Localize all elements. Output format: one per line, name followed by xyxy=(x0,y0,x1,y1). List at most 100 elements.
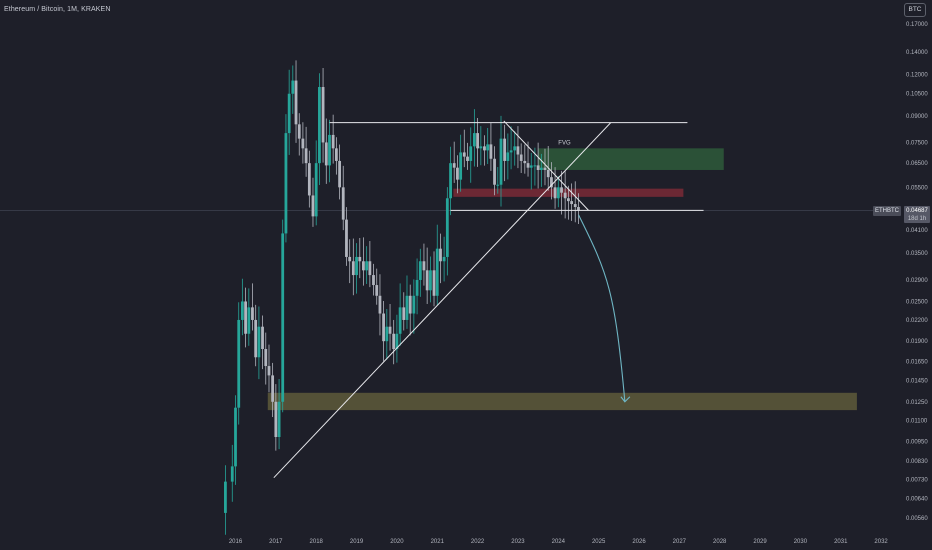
candle-body xyxy=(348,256,352,262)
y-axis-tick-label: 0.01250 xyxy=(906,400,928,406)
candle-body xyxy=(513,146,517,151)
y-axis-tick-label: 0.17000 xyxy=(906,22,928,28)
candle-body xyxy=(452,163,456,168)
candle-body xyxy=(533,165,537,167)
x-axis-tick-label: 2030 xyxy=(794,539,808,545)
candle-body xyxy=(543,167,547,170)
x-axis-tick-label: 2020 xyxy=(390,539,404,545)
projection-arrow xyxy=(577,214,626,402)
candle-body xyxy=(415,279,419,296)
candle-body xyxy=(493,158,496,185)
x-axis-tick-label: 2032 xyxy=(874,539,888,545)
x-axis-tick-label: 2016 xyxy=(229,539,243,545)
candle-body xyxy=(324,142,328,166)
candle-body xyxy=(351,261,355,276)
candle-body xyxy=(307,163,311,196)
y-axis-tick-label: 0.00950 xyxy=(906,440,928,446)
x-axis-tick-label: 2017 xyxy=(269,539,283,545)
candle-body xyxy=(489,144,493,159)
candle-body xyxy=(240,301,244,320)
candle-body xyxy=(311,195,315,217)
y-axis-tick-label: 0.06500 xyxy=(906,161,928,167)
last-price-tag: 0.04687 18d 1h xyxy=(904,206,930,223)
x-axis-tick-label: 2018 xyxy=(310,539,324,545)
x-axis-tick-label: 2023 xyxy=(511,539,525,545)
candle-body xyxy=(365,261,369,271)
x-axis-tick-label: 2028 xyxy=(713,539,727,545)
candle-body xyxy=(439,248,442,262)
candle-body xyxy=(466,156,469,161)
y-axis-tick-label: 0.12000 xyxy=(906,72,928,78)
candle-body xyxy=(392,333,396,350)
y-axis-tick-label: 0.02200 xyxy=(906,318,928,324)
candle-body xyxy=(496,184,500,186)
candle-body xyxy=(355,256,358,276)
candle-body xyxy=(503,138,507,161)
candle-body xyxy=(264,349,268,367)
candle-body xyxy=(234,407,237,467)
candle-body xyxy=(257,326,261,358)
rising-trendline xyxy=(273,122,612,479)
candle-body xyxy=(287,93,291,134)
y-axis-tick-label: 0.02900 xyxy=(906,278,928,284)
candle-body xyxy=(506,152,510,161)
y-axis-tick-label: 0.00640 xyxy=(906,497,928,503)
x-axis-tick-label: 2031 xyxy=(834,539,848,545)
candle-body xyxy=(456,167,459,180)
candle-body xyxy=(395,333,399,350)
candle-body xyxy=(318,87,321,164)
candle-body xyxy=(563,192,567,199)
y-axis-tick-label: 0.00730 xyxy=(906,478,928,484)
candle-body xyxy=(523,160,527,164)
candle-body xyxy=(529,165,533,168)
symbol-label: ETHBTC xyxy=(873,206,901,216)
candle-body xyxy=(247,307,251,334)
candle-body xyxy=(526,163,530,168)
candle-body xyxy=(486,144,490,151)
candle-body xyxy=(418,261,422,280)
chart-title: Ethereum / Bitcoin, 1M, KRAKEN xyxy=(4,6,111,13)
candle-body xyxy=(536,165,540,170)
candle-body xyxy=(277,401,281,438)
candle-body xyxy=(378,295,382,314)
candle-body xyxy=(382,313,385,342)
y-axis-tick-label: 0.00560 xyxy=(906,516,928,522)
fvg-label: FVG xyxy=(558,140,571,146)
y-axis-tick-label: 0.14000 xyxy=(906,50,928,56)
candle-body xyxy=(472,133,476,147)
candle-body xyxy=(331,134,335,149)
candle-body xyxy=(509,150,513,153)
candle-body xyxy=(398,307,402,334)
y-axis-tick-label: 0.00830 xyxy=(906,459,928,465)
candle-body xyxy=(284,133,288,234)
x-axis-tick-label: 2021 xyxy=(431,539,445,545)
candle-body xyxy=(499,138,503,185)
candle-body xyxy=(388,326,392,334)
candle-body xyxy=(334,148,338,161)
projection-arrowhead xyxy=(620,396,631,403)
candle-body xyxy=(422,261,426,271)
currency-button[interactable]: BTC xyxy=(904,3,926,17)
y-axis-tick-label: 0.10500 xyxy=(906,92,928,98)
candle-body xyxy=(553,187,557,199)
candle-body xyxy=(449,163,452,199)
x-axis-tick-label: 2019 xyxy=(350,539,364,545)
candle-body xyxy=(445,198,449,257)
candle-body xyxy=(476,133,479,149)
candle-body xyxy=(321,87,325,143)
candle-body xyxy=(519,154,523,161)
candle-body xyxy=(402,307,406,320)
candle-body xyxy=(428,270,432,291)
candle-body xyxy=(345,219,348,257)
candle-body xyxy=(566,198,570,202)
candle-body xyxy=(271,375,275,402)
last-price-value: 0.04687 xyxy=(906,208,928,214)
y-axis-tick-label: 0.07500 xyxy=(906,140,928,146)
x-axis-tick-label: 2024 xyxy=(552,539,566,545)
candle-body xyxy=(405,295,409,320)
candle-body xyxy=(251,307,254,320)
candle-body xyxy=(254,319,258,358)
candle-body xyxy=(432,270,436,296)
candle-body xyxy=(261,326,264,350)
